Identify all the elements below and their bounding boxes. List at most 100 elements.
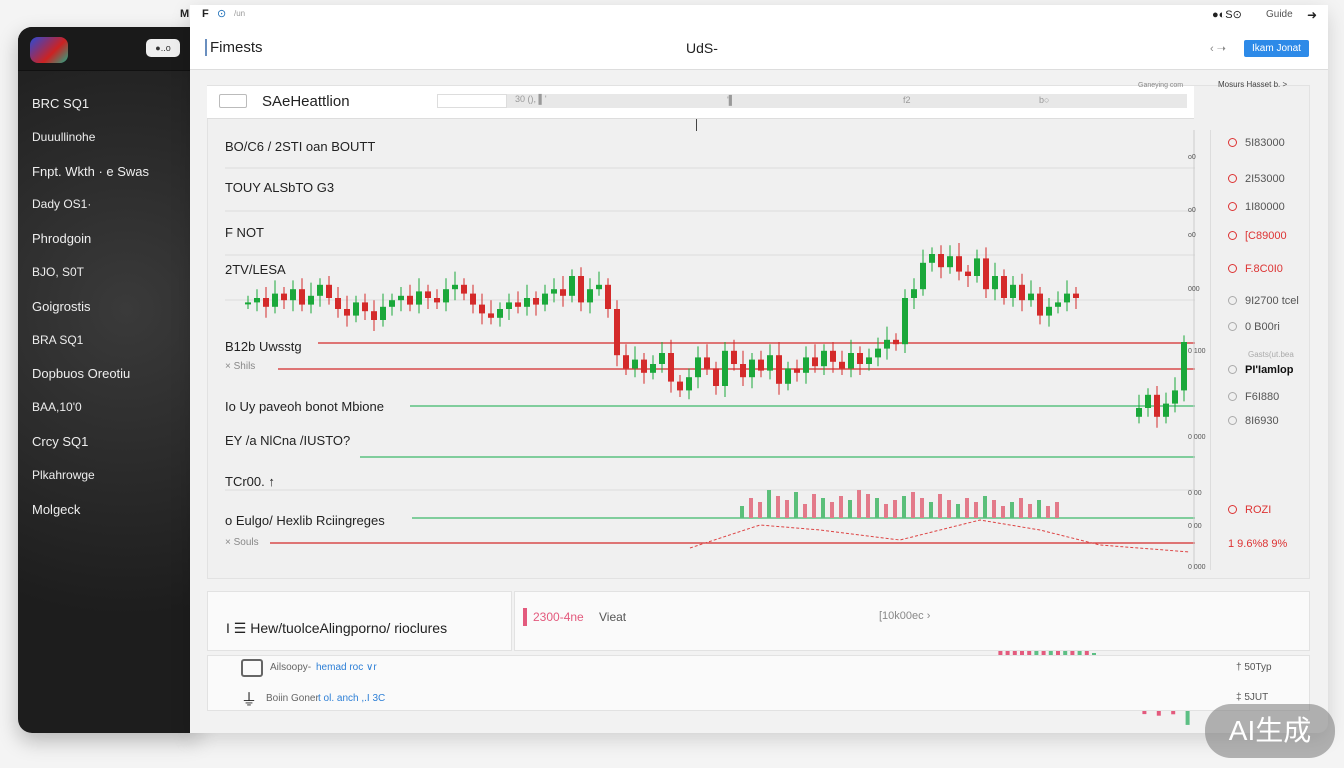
row2-link[interactable]: t ol. anch ,.I 3C [318,693,386,704]
right-panel-item[interactable]: [C89000 [1228,230,1287,242]
pink-after: Vieat [599,610,627,624]
toolbar-mid-2[interactable]: f2 [903,95,911,105]
window-icon-circle[interactable]: ⊙ [217,8,227,20]
volume-bar [983,496,987,518]
right-panel-item[interactable]: 8I6930 [1228,415,1279,427]
sidebar-item[interactable]: Molgeck [32,502,81,517]
candle-body [1046,306,1052,316]
sidebar-item[interactable]: Phrodgoin [32,231,92,246]
chart-label: o Eulgo/ Hexlib Rciingreges [225,513,385,528]
sidebar-item[interactable]: BJO, S0T [32,265,85,279]
share-icon[interactable]: ‹ ➝ [1210,43,1226,55]
volume-bar [794,492,798,518]
bottom-bar [1063,643,1068,665]
candle-body [443,289,449,303]
candle-body [1028,293,1034,301]
exit-icon[interactable]: ➜ [1307,8,1318,22]
sidebar-item[interactable]: Crcy SQ1 [32,434,89,449]
candle-body [713,368,719,386]
header-center-label: UdS- [686,40,718,56]
chart-search-input[interactable] [437,94,507,108]
axis-tick-label: 000 [1188,286,1200,293]
sidebar-item[interactable]: Plkahrowge [32,468,95,482]
sidebar-item[interactable]: Dady OS1· [32,197,92,211]
window-icon-m[interactable]: M [180,8,190,20]
sidebar-item[interactable]: Fnpt. Wkth · e Swas [32,164,150,179]
volume-bar [1046,506,1050,518]
right-panel-value: PI'Iamlop [1245,364,1294,376]
volume-bar [911,492,915,518]
right-panel-item[interactable]: 0 B00ri [1228,321,1280,333]
right-panel-item[interactable]: F.8C0I0 [1228,263,1283,275]
primary-action-button[interactable]: Ikam Jonat [1244,40,1309,57]
pin-icon [1228,264,1237,273]
bottom-side-1: † 50Typ [1236,662,1272,673]
candle-body [740,364,746,378]
candle-body [560,289,566,296]
candle-body [362,302,368,312]
guide-link[interactable]: Guide [1266,9,1293,20]
candle-body [722,350,728,386]
candle-body [920,262,926,290]
right-panel-item[interactable]: 9I2700 tcel [1228,295,1299,307]
candle-body [938,254,944,268]
right-panel-value: 8I6930 [1245,415,1279,427]
candle-body [1010,284,1016,298]
right-panel-item[interactable]: F6I880 [1228,391,1279,403]
sidebar-item[interactable]: BRA SQ1 [32,333,84,347]
candle-body [1172,390,1178,404]
right-panel-value: 1 9.6%8 9% [1228,538,1288,550]
right-panel-item[interactable]: 1I80000 [1228,201,1285,213]
candle-body [569,276,575,296]
volume-bar [875,498,879,518]
candle-body [245,302,251,305]
candle-body [848,353,854,369]
candle-body [1064,293,1070,303]
pink-marker [523,608,527,626]
candle-body [974,258,980,276]
candle-body [695,357,701,378]
right-panel-item[interactable]: 2I53000 [1228,173,1285,185]
candle-body [515,302,521,307]
sidebar-item[interactable]: Dopbuos Oreotiu [32,366,131,381]
row1-link[interactable]: hemad roc ∨r [316,662,377,673]
candle-body [758,359,764,371]
right-panel-item[interactable]: PI'Iamlop [1228,364,1293,376]
volume-bar [767,490,771,518]
right-panel-item[interactable]: 5I83000 [1228,137,1285,149]
candle-body [1073,293,1079,298]
candle-body [857,353,863,364]
right-panel-item[interactable]: 1 9.6%8 9% [1228,538,1287,550]
watermark: AI生成 [1205,704,1335,758]
sidebar-badge-button[interactable]: ●..o [146,39,180,57]
chart-range-bar[interactable]: 30 (), ▌' [507,94,1187,108]
volume-bar [857,490,861,518]
candle-body [533,298,539,305]
candle-body [983,258,989,290]
row-icon-1 [241,659,263,677]
chart-title: SAeHeattlion [262,93,350,110]
candle-body [641,359,647,373]
sidebar-item[interactable]: Goigrostis [32,299,91,314]
volume-bar [1037,500,1041,518]
candle-body [893,339,899,345]
toolbar-mid-3[interactable]: b○ [1039,95,1050,105]
chart-side-caption: Ganeying com [1138,82,1184,89]
volume-bar [740,506,744,518]
candle-body [452,284,458,290]
sidebar-item[interactable]: BAA,10'0 [32,400,82,414]
page-title: Fimests [205,39,263,56]
right-panel-item[interactable]: ROZI [1228,504,1271,516]
toolbar-mid-1[interactable]: '▌ [727,95,736,105]
axis-tick-label: 0 100 [1188,348,1206,355]
candle-body [677,381,683,391]
sidebar-item[interactable]: BRC SQ1 [32,96,90,111]
chart-toolbar: SAeHeattlion 30 (), ▌' '▌ f2 b○ [207,86,1194,119]
circle-icon [1228,392,1237,401]
candle-body [596,284,602,290]
right-panel-header[interactable]: Mosurs Hasset b. > [1218,80,1288,89]
window-icon-f[interactable]: F [202,8,209,20]
chart-type-icon[interactable] [219,94,247,108]
sidebar-item[interactable]: Duuullinohe [32,130,96,144]
